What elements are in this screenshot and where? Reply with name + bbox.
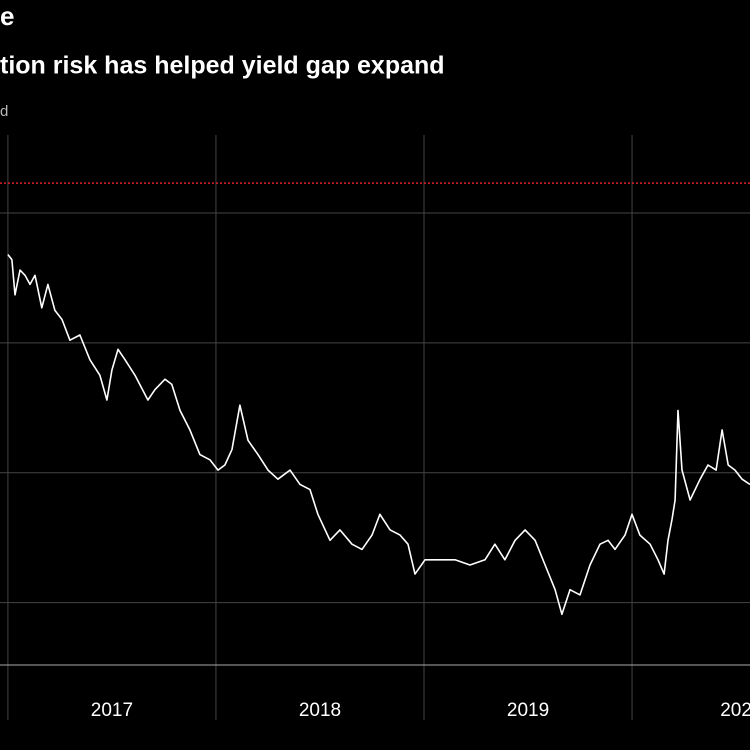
subtitle: d: [0, 103, 8, 120]
headline: e: [0, 1, 14, 31]
x-tick-label: 2019: [507, 700, 549, 721]
chart-title: tion risk has helped yield gap expand: [0, 52, 445, 80]
x-tick-label: 2018: [299, 700, 341, 721]
line-series: [7, 254, 750, 616]
x-tick-label: 2017: [91, 700, 133, 721]
x-tick-label: 202: [720, 700, 750, 721]
